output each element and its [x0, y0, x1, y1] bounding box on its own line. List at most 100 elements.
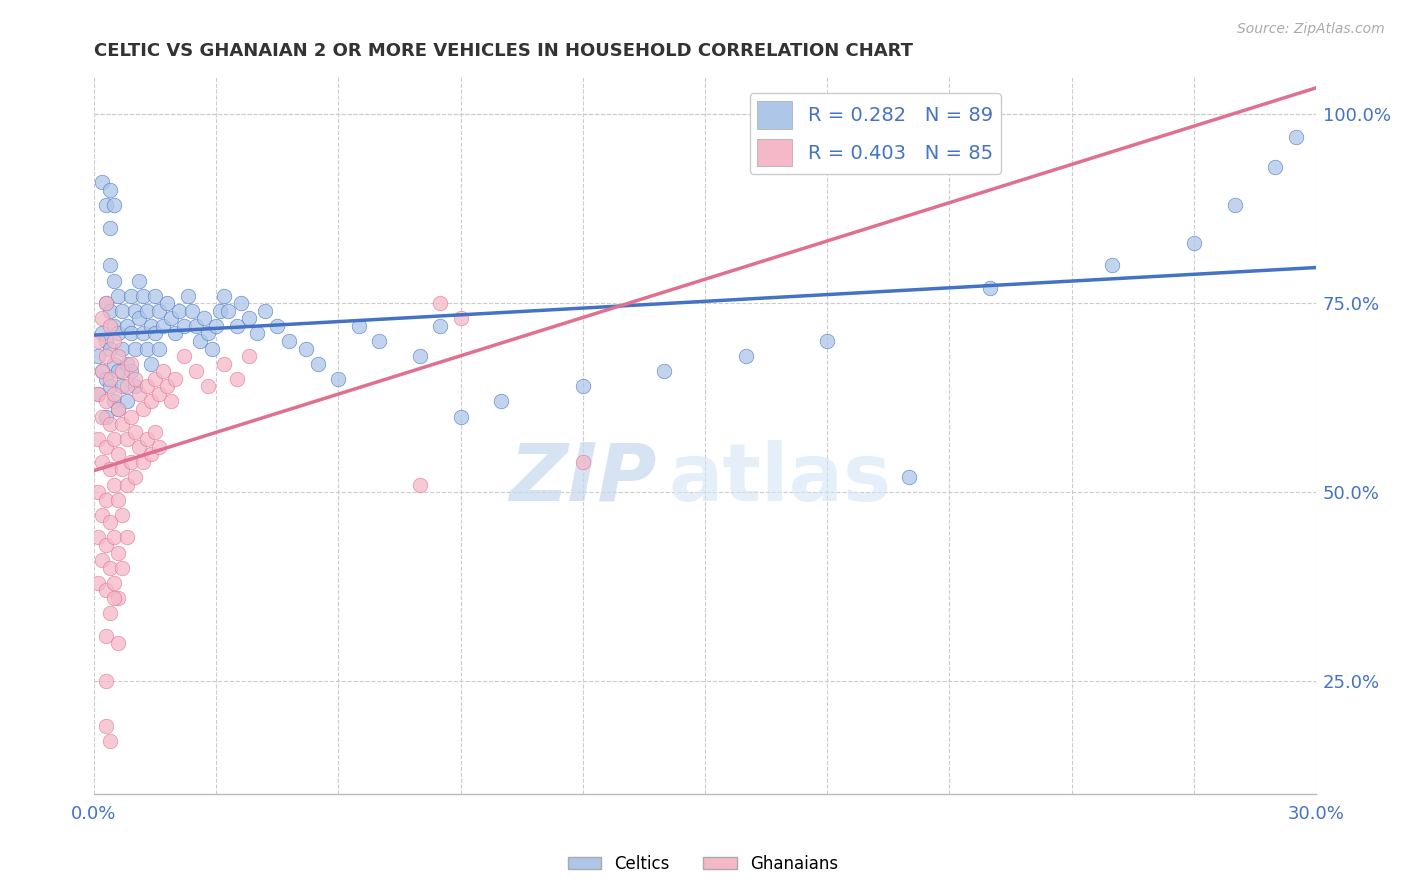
Text: ZIP: ZIP	[509, 440, 657, 517]
Text: CELTIC VS GHANAIAN 2 OR MORE VEHICLES IN HOUSEHOLD CORRELATION CHART: CELTIC VS GHANAIAN 2 OR MORE VEHICLES IN…	[94, 42, 912, 60]
Point	[111, 462, 134, 476]
Point	[111, 508, 134, 522]
Point	[91, 364, 114, 378]
Point	[98, 417, 121, 432]
Point	[143, 425, 166, 439]
Point	[87, 334, 110, 348]
Point	[94, 334, 117, 348]
Point	[94, 394, 117, 409]
Point	[148, 387, 170, 401]
Point	[225, 372, 247, 386]
Point	[115, 477, 138, 491]
Point	[132, 455, 155, 469]
Point	[94, 629, 117, 643]
Point	[148, 342, 170, 356]
Point	[94, 492, 117, 507]
Point	[135, 342, 157, 356]
Point	[278, 334, 301, 348]
Point	[87, 485, 110, 500]
Point	[143, 372, 166, 386]
Point	[169, 303, 191, 318]
Point	[98, 220, 121, 235]
Point	[107, 349, 129, 363]
Point	[214, 357, 236, 371]
Point	[205, 318, 228, 333]
Point	[94, 198, 117, 212]
Point	[1182, 235, 1205, 250]
Point	[214, 289, 236, 303]
Point	[246, 326, 269, 341]
Point	[450, 409, 472, 424]
Point	[266, 318, 288, 333]
Point	[103, 198, 125, 212]
Point	[491, 394, 513, 409]
Point	[128, 440, 150, 454]
Point	[115, 379, 138, 393]
Point	[176, 289, 198, 303]
Point	[120, 409, 142, 424]
Point	[152, 364, 174, 378]
Point	[103, 531, 125, 545]
Point	[173, 318, 195, 333]
Point	[111, 417, 134, 432]
Point	[87, 531, 110, 545]
Point	[107, 447, 129, 461]
Point	[156, 379, 179, 393]
Point	[120, 326, 142, 341]
Point	[107, 545, 129, 559]
Point	[91, 326, 114, 341]
Point	[87, 349, 110, 363]
Point	[165, 326, 187, 341]
Point	[87, 432, 110, 446]
Point	[734, 349, 756, 363]
Text: Source: ZipAtlas.com: Source: ZipAtlas.com	[1237, 22, 1385, 37]
Point	[148, 440, 170, 454]
Point	[139, 447, 162, 461]
Point	[979, 281, 1001, 295]
Point	[103, 432, 125, 446]
Point	[152, 318, 174, 333]
Point	[98, 342, 121, 356]
Point	[139, 394, 162, 409]
Point	[897, 470, 920, 484]
Point	[98, 606, 121, 620]
Point	[98, 259, 121, 273]
Point	[184, 364, 207, 378]
Point	[1285, 130, 1308, 145]
Point	[124, 379, 146, 393]
Point	[94, 583, 117, 598]
Point	[111, 560, 134, 574]
Point	[571, 379, 593, 393]
Point	[180, 303, 202, 318]
Point	[94, 409, 117, 424]
Point	[238, 311, 260, 326]
Point	[173, 349, 195, 363]
Point	[111, 342, 134, 356]
Point	[135, 303, 157, 318]
Point	[103, 575, 125, 590]
Point	[128, 274, 150, 288]
Point	[87, 387, 110, 401]
Point	[103, 357, 125, 371]
Point	[98, 303, 121, 318]
Point	[184, 318, 207, 333]
Legend: R = 0.282   N = 89, R = 0.403   N = 85: R = 0.282 N = 89, R = 0.403 N = 85	[749, 94, 1001, 174]
Point	[94, 719, 117, 733]
Point	[197, 379, 219, 393]
Point	[368, 334, 391, 348]
Point	[94, 372, 117, 386]
Point	[229, 296, 252, 310]
Point	[1264, 161, 1286, 175]
Point	[124, 303, 146, 318]
Point	[160, 311, 183, 326]
Point	[98, 379, 121, 393]
Point	[120, 455, 142, 469]
Point	[197, 326, 219, 341]
Point	[91, 311, 114, 326]
Point	[132, 326, 155, 341]
Point	[409, 349, 432, 363]
Point	[450, 311, 472, 326]
Point	[91, 409, 114, 424]
Point	[143, 326, 166, 341]
Point	[98, 372, 121, 386]
